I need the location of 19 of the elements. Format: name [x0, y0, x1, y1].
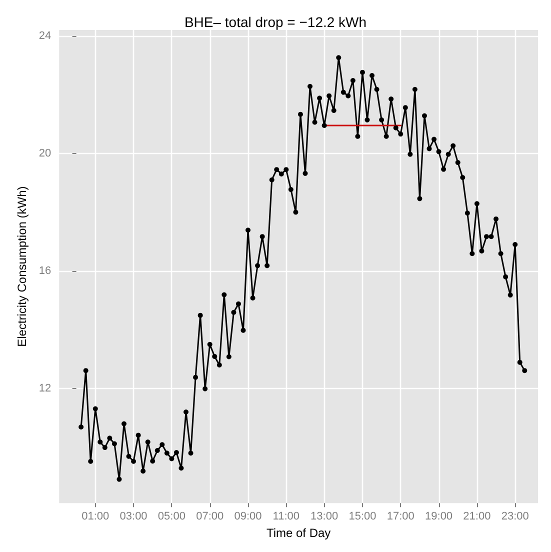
y-tick-label: 24 [38, 30, 52, 42]
chart-title: BHE– total drop = −12.2 kWh [184, 14, 367, 30]
y-tick-label: 20 [38, 147, 52, 160]
x-tick-label: 11:00 [272, 510, 300, 523]
x-tick-label: 23:00 [501, 510, 529, 523]
x-tick-label: 15:00 [348, 510, 376, 523]
x-tick-label: 19:00 [425, 510, 453, 523]
y-tick-label: 12 [38, 382, 52, 394]
x-tick-label: 21:00 [463, 510, 491, 523]
x-tick-label: 17:00 [386, 510, 414, 523]
x-tick-label: 09:00 [234, 510, 262, 523]
y-axis-title: Electricity Consumption (kWh) [15, 186, 29, 347]
x-tick-label: 13:00 [310, 510, 338, 523]
x-tick-label: 01:00 [82, 510, 110, 523]
x-axis-title: Time of Day [266, 526, 331, 540]
y-tick-label: 16 [38, 264, 52, 277]
x-tick-label: 07:00 [196, 510, 224, 523]
x-tick-label: 05:00 [158, 510, 186, 523]
x-tick-label: 03:00 [120, 510, 148, 523]
